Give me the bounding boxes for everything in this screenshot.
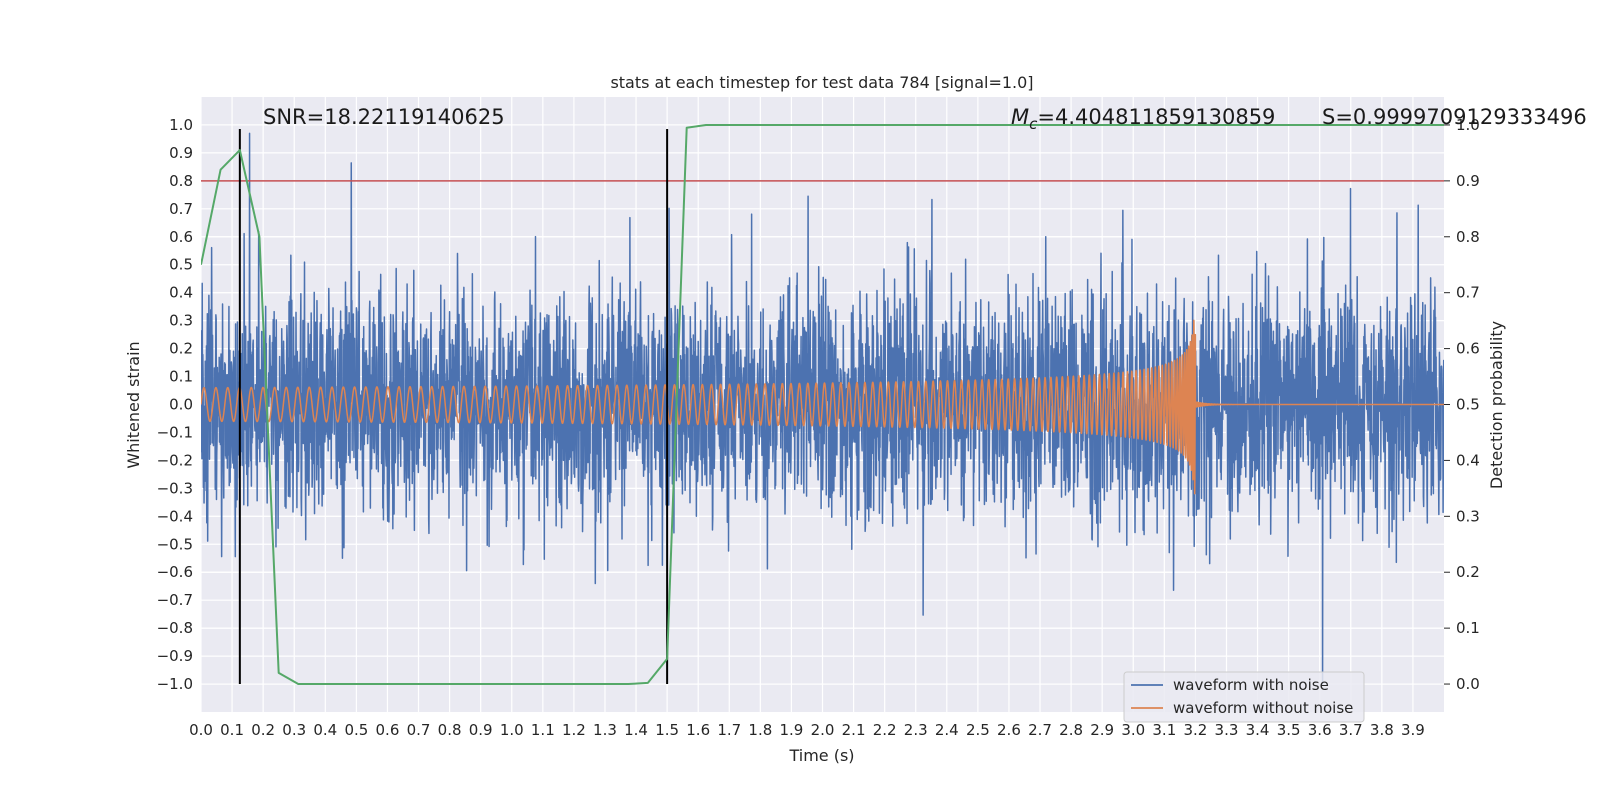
x-tick-label: 2.8: [1059, 721, 1083, 739]
y2-tick-label: 0.2: [1456, 563, 1480, 581]
x-tick-label: 0.0: [189, 721, 213, 739]
x-tick-label: 1.4: [624, 721, 648, 739]
chart-title: stats at each timestep for test data 784…: [610, 73, 1033, 92]
legend-label-noisy: waveform with noise: [1173, 676, 1329, 694]
y-tick-label: −0.8: [157, 619, 193, 637]
y-axis-label: Whitened strain: [124, 341, 143, 468]
x-tick-label: 2.4: [935, 721, 959, 739]
y2-tick-label: 0.5: [1456, 396, 1480, 414]
x-tick-label: 3.5: [1277, 721, 1301, 739]
x-tick-label: 2.0: [811, 721, 835, 739]
snr-annotation: SNR=18.22119140625: [263, 105, 505, 129]
legend-label-clean: waveform without noise: [1173, 699, 1353, 717]
y-tick-label: 0.4: [169, 284, 193, 302]
s-annotation: S=0.9999709129333496: [1322, 105, 1587, 129]
x-tick-label: 3.2: [1183, 721, 1207, 739]
y-tick-label: 0.6: [169, 228, 193, 246]
x-tick-label: 3.7: [1339, 721, 1363, 739]
y2-tick-label: 0.7: [1456, 284, 1480, 302]
x-tick-label: 0.4: [313, 721, 337, 739]
y-tick-label: 0.7: [169, 200, 193, 218]
x-tick-label: 2.9: [1090, 721, 1114, 739]
x-tick-label: 2.7: [1028, 721, 1052, 739]
chirp-mass-value: =4.404811859130859: [1037, 105, 1275, 129]
y-tick-label: −0.1: [157, 423, 193, 441]
legend-box: [1123, 671, 1365, 723]
y-tick-label: 0.5: [169, 256, 193, 274]
y-axis-ticks: 1.0 0.9 0.8 0.7 0.6 0.5 0.4 0.3 0.2 0.1 0.0 −0.1 −0.…: [157, 116, 193, 693]
series-waveform-with-noise: [201, 132, 1444, 685]
x-tick-label: 2.2: [873, 721, 897, 739]
chirp-mass-annotation: Mc=4.404811859130859: [1011, 105, 1275, 133]
y-tick-label: −0.4: [157, 507, 193, 525]
x-tick-label: 1.8: [748, 721, 772, 739]
x-tick-label: 2.1: [842, 721, 866, 739]
x-tick-label: 3.4: [1246, 721, 1270, 739]
y-tick-label: −0.2: [157, 451, 193, 469]
chirp-mass-symbol: M: [1011, 105, 1029, 129]
x-tick-label: 1.0: [500, 721, 524, 739]
x-tick-label: 0.5: [344, 721, 368, 739]
x-tick-label: 3.9: [1401, 721, 1425, 739]
x-tick-label: 2.6: [997, 721, 1021, 739]
y-tick-label: 0.3: [169, 312, 193, 330]
y2-tick-label: 1.0: [1456, 116, 1480, 134]
x-tick-label: 1.6: [686, 721, 710, 739]
y-tick-label: −0.3: [157, 479, 193, 497]
y2-tick-label: 0.3: [1456, 507, 1480, 525]
y-tick-label: −0.7: [157, 591, 193, 609]
y2-tick-label: 0.4: [1456, 451, 1480, 469]
x-tick-label: 3.3: [1215, 721, 1239, 739]
y2-tick-label: 0.9: [1456, 172, 1480, 190]
y-tick-label: −0.6: [157, 563, 193, 581]
x-tick-label: 0.8: [438, 721, 462, 739]
x-tick-label: 1.3: [593, 721, 617, 739]
x-tick-label: 1.5: [655, 721, 679, 739]
x-axis-ticks: 0.0 0.1 0.2 0.3 0.4 0.5 0.6 0.7 0.8 0.9 1.0 1.1 1.2 1…: [189, 721, 1425, 739]
x-tick-label: 2.3: [904, 721, 928, 739]
y2-axis-label: Detection probability: [1487, 321, 1506, 489]
x-tick-label: 1.9: [779, 721, 803, 739]
x-tick-label: 3.1: [1152, 721, 1176, 739]
x-tick-label: 0.2: [251, 721, 275, 739]
y-tick-label: 0.0: [169, 396, 193, 414]
y2-tick-label: 0.6: [1456, 340, 1480, 358]
chirp-mass-subscript: c: [1029, 115, 1038, 133]
x-tick-label: 3.6: [1308, 721, 1332, 739]
x-tick-label: 0.3: [282, 721, 306, 739]
x-tick-label: 3.8: [1370, 721, 1394, 739]
y-tick-label: 0.8: [169, 172, 193, 190]
x-tick-label: 1.1: [531, 721, 555, 739]
x-tick-label: 0.6: [376, 721, 400, 739]
y2-tick-label: 0.8: [1456, 228, 1480, 246]
legend: waveform with noise waveform without noi…: [1123, 671, 1365, 723]
x-axis-label: Time (s): [788, 746, 854, 765]
y-tick-label: 0.2: [169, 340, 193, 358]
y-tick-label: 1.0: [169, 116, 193, 134]
x-tick-label: 1.7: [717, 721, 741, 739]
y-tick-label: −0.5: [157, 535, 193, 553]
y-tick-label: −0.9: [157, 647, 193, 665]
x-tick-label: 2.5: [966, 721, 990, 739]
x-tick-label: 3.0: [1121, 721, 1145, 739]
x-tick-label: 0.9: [469, 721, 493, 739]
series-detection-probability: [201, 123, 1444, 686]
series-waveform-without-noise: [201, 319, 1444, 495]
y2-tick-label: 0.1: [1456, 619, 1480, 637]
y2-axis-ticks: 1.0 0.9 0.8 0.7 0.6 0.5 0.4 0.3 0.2 0.1 0.0: [1444, 116, 1480, 693]
y-tick-label: 0.9: [169, 144, 193, 162]
y-tick-label: −1.0: [157, 675, 193, 693]
x-tick-label: 0.1: [220, 721, 244, 739]
y2-tick-label: 0.0: [1456, 675, 1480, 693]
x-tick-label: 1.2: [562, 721, 586, 739]
y-tick-label: 0.1: [169, 368, 193, 386]
x-tick-label: 0.7: [407, 721, 431, 739]
